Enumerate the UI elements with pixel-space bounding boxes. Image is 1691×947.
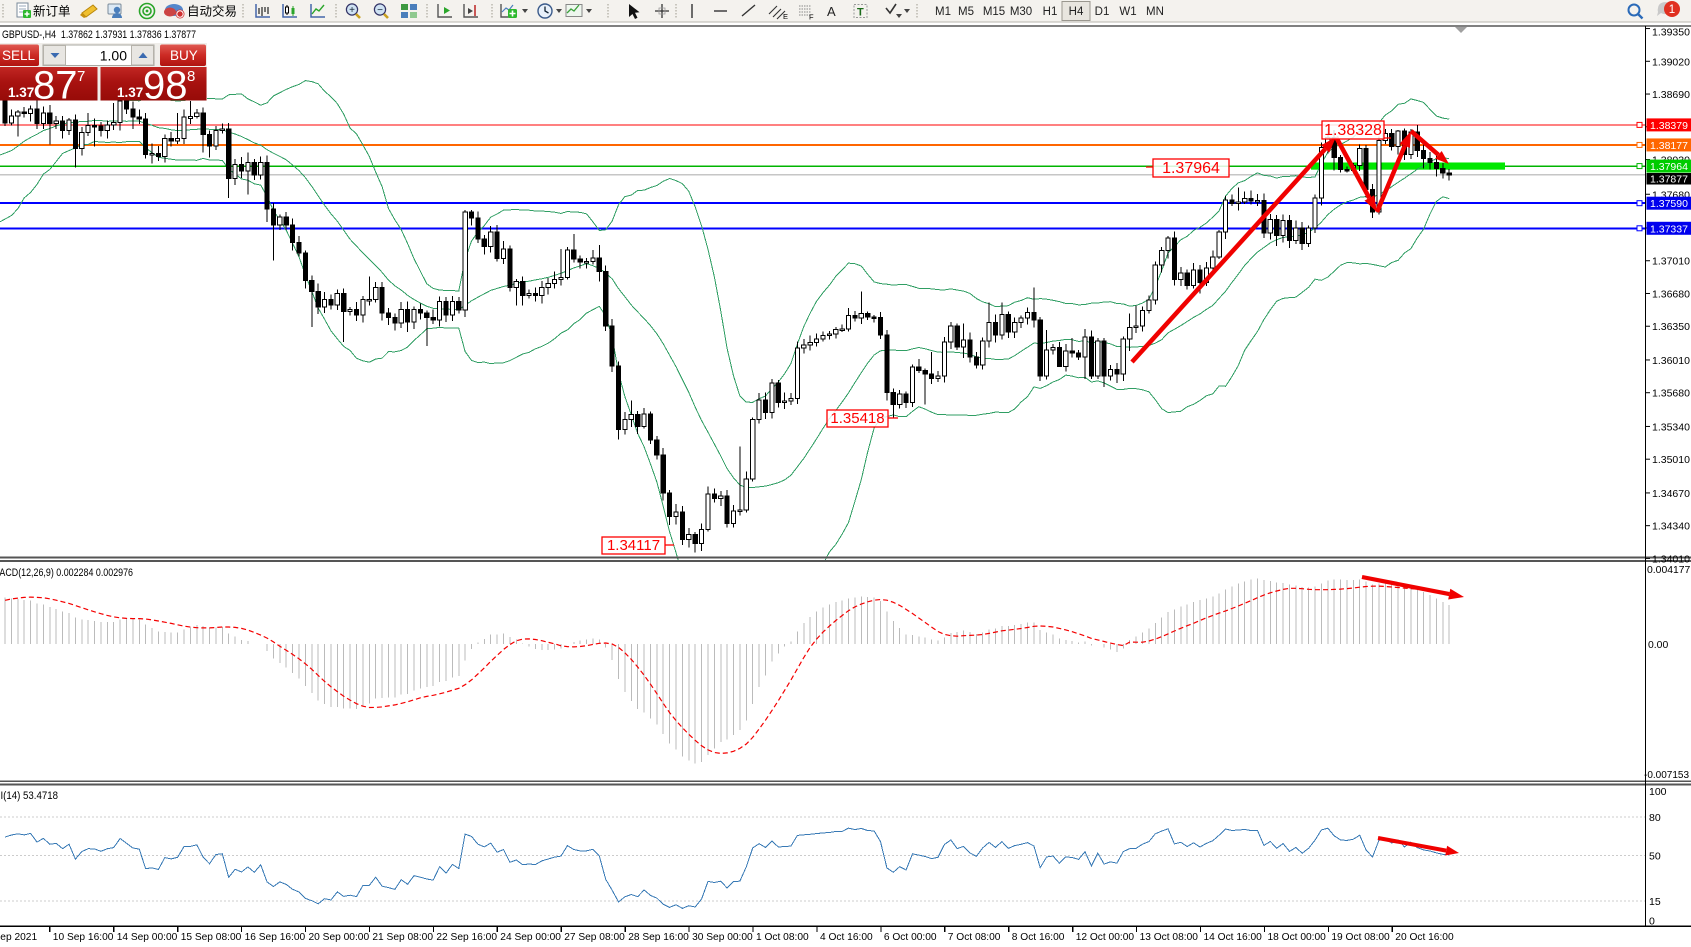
- svg-text:自动交易: 自动交易: [187, 4, 237, 19]
- svg-text:28 Sep 16:00: 28 Sep 16:00: [628, 932, 689, 943]
- svg-text:20 Sep 00:00: 20 Sep 00:00: [309, 932, 370, 943]
- svg-text:22 Sep 16:00: 22 Sep 16:00: [436, 932, 497, 943]
- svg-text:1.37964: 1.37964: [1650, 161, 1688, 173]
- svg-text:H4: H4: [1069, 6, 1084, 18]
- svg-text:E: E: [783, 12, 788, 21]
- svg-text:1.37: 1.37: [8, 85, 34, 100]
- svg-text:1.39350: 1.39350: [1652, 27, 1690, 39]
- svg-text:1.35680: 1.35680: [1652, 388, 1690, 400]
- svg-text:M30: M30: [1010, 6, 1032, 18]
- svg-text:9 Sep 2021: 9 Sep 2021: [0, 932, 37, 943]
- svg-text:1.39020: 1.39020: [1652, 56, 1690, 68]
- svg-text:1.34340: 1.34340: [1652, 521, 1690, 533]
- svg-text:0.004177: 0.004177: [1647, 565, 1691, 576]
- svg-text:1.38328: 1.38328: [1324, 122, 1382, 139]
- svg-text:1.34117: 1.34117: [607, 537, 660, 554]
- svg-text:1.38690: 1.38690: [1652, 89, 1690, 101]
- svg-text:16 Sep 16:00: 16 Sep 16:00: [245, 932, 306, 943]
- svg-text:BUY: BUY: [170, 48, 198, 63]
- svg-text:T: T: [857, 7, 864, 19]
- svg-text:1.36680: 1.36680: [1652, 288, 1690, 300]
- svg-text:8 Oct 16:00: 8 Oct 16:00: [1012, 932, 1065, 943]
- svg-text:1.35010: 1.35010: [1652, 454, 1690, 466]
- svg-text:100: 100: [1649, 786, 1667, 798]
- svg-text:18 Oct 00:00: 18 Oct 00:00: [1268, 932, 1327, 943]
- svg-text:27 Sep 08:00: 27 Sep 08:00: [564, 932, 625, 943]
- svg-text:0.00: 0.00: [1648, 640, 1668, 651]
- svg-text:F: F: [809, 13, 814, 22]
- svg-text:8: 8: [187, 68, 195, 85]
- svg-text:7 Oct 08:00: 7 Oct 08:00: [948, 932, 1001, 943]
- svg-text:14 Oct 16:00: 14 Oct 16:00: [1204, 932, 1263, 943]
- svg-text:GBPUSD-,H4 1.37862 1.37931 1.: GBPUSD-,H4 1.37862 1.37931 1.37836 1.378…: [2, 29, 196, 41]
- svg-text:1.36350: 1.36350: [1652, 321, 1690, 333]
- svg-text:1.37: 1.37: [117, 85, 143, 100]
- svg-text:D1: D1: [1095, 6, 1110, 18]
- svg-text:1.35418: 1.35418: [830, 410, 884, 427]
- svg-text:1.37877: 1.37877: [1650, 174, 1688, 186]
- svg-text:6 Oct 00:00: 6 Oct 00:00: [884, 932, 937, 943]
- svg-text:1.37964: 1.37964: [1162, 160, 1220, 177]
- svg-text:21 Sep 08:00: 21 Sep 08:00: [372, 932, 433, 943]
- svg-text:12 Oct 00:00: 12 Oct 00:00: [1076, 932, 1135, 943]
- svg-text:1.37337: 1.37337: [1650, 223, 1688, 235]
- svg-text:15 Sep 08:00: 15 Sep 08:00: [181, 932, 242, 943]
- svg-text:10 Sep 16:00: 10 Sep 16:00: [53, 932, 114, 943]
- svg-text:20 Oct 16:00: 20 Oct 16:00: [1395, 932, 1454, 943]
- svg-text:H1: H1: [1043, 6, 1058, 18]
- svg-text:1.37010: 1.37010: [1652, 256, 1690, 268]
- svg-text:M1: M1: [935, 6, 951, 18]
- svg-text:RSI(14) 53.4718: RSI(14) 53.4718: [0, 790, 58, 802]
- svg-text:1.37590: 1.37590: [1650, 198, 1688, 210]
- svg-text:M5: M5: [958, 6, 974, 18]
- svg-text:+: +: [349, 5, 355, 16]
- svg-text:W1: W1: [1119, 6, 1136, 18]
- svg-text:87: 87: [33, 64, 78, 108]
- svg-text:24 Sep 00:00: 24 Sep 00:00: [500, 932, 561, 943]
- svg-text:30 Sep 00:00: 30 Sep 00:00: [692, 932, 753, 943]
- svg-text:98: 98: [143, 64, 188, 108]
- svg-text:7: 7: [77, 68, 85, 85]
- svg-text:19 Oct 08:00: 19 Oct 08:00: [1331, 932, 1390, 943]
- svg-text:14 Sep 00:00: 14 Sep 00:00: [117, 932, 178, 943]
- svg-text:1: 1: [1669, 4, 1675, 16]
- svg-text:1.38177: 1.38177: [1650, 140, 1688, 152]
- svg-text:1.34670: 1.34670: [1652, 488, 1690, 500]
- svg-text:新订单: 新订单: [33, 4, 71, 19]
- svg-text:13 Oct 08:00: 13 Oct 08:00: [1140, 932, 1199, 943]
- svg-text:-0.007153: -0.007153: [1644, 770, 1689, 781]
- svg-text:1.35340: 1.35340: [1652, 421, 1690, 433]
- svg-text:1.36010: 1.36010: [1652, 355, 1690, 367]
- svg-text:SELL: SELL: [2, 48, 36, 63]
- svg-text:1.00: 1.00: [100, 48, 127, 64]
- svg-text:1.38379: 1.38379: [1650, 120, 1688, 132]
- svg-text:4 Oct 16:00: 4 Oct 16:00: [820, 932, 873, 943]
- svg-text:−: −: [377, 5, 383, 16]
- svg-text:0: 0: [1649, 916, 1655, 928]
- svg-text:50: 50: [1649, 851, 1661, 863]
- svg-text:1.34010: 1.34010: [1652, 553, 1690, 565]
- svg-text:1 Oct 08:00: 1 Oct 08:00: [756, 932, 809, 943]
- svg-text:MACD(12,26,9) 0.002284 0.00297: MACD(12,26,9) 0.002284 0.002976: [0, 567, 133, 579]
- svg-text:M15: M15: [983, 6, 1005, 18]
- svg-text:A: A: [827, 4, 836, 19]
- svg-text:15: 15: [1649, 896, 1661, 908]
- svg-text:MN: MN: [1146, 6, 1164, 18]
- svg-text:80: 80: [1649, 812, 1661, 824]
